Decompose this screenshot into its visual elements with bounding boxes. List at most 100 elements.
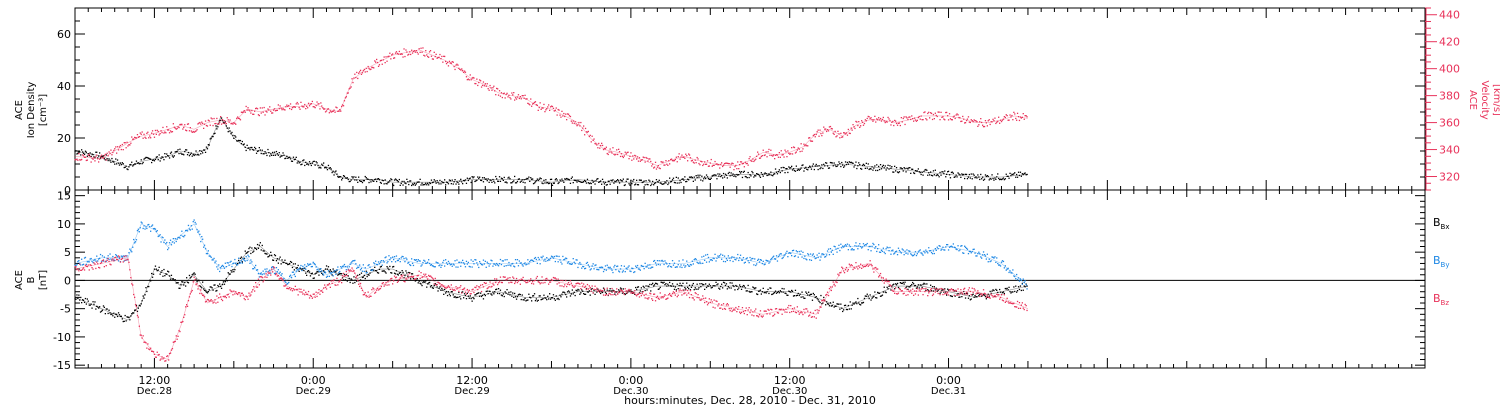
- bx-series-point: [87, 300, 89, 302]
- bx-series-point: [678, 284, 680, 287]
- bx-series-point: [1016, 291, 1018, 293]
- density-series-point: [767, 174, 769, 176]
- velocity-series-point: [656, 166, 659, 168]
- density-series-point: [131, 161, 133, 163]
- density-series-point: [823, 163, 825, 165]
- bx-series-point: [840, 303, 842, 305]
- bx-series-point: [416, 278, 418, 280]
- top-right-tick-label: 440: [1439, 9, 1460, 22]
- velocity-series-point: [305, 108, 307, 110]
- velocity-series-point: [412, 50, 415, 53]
- velocity-series-point: [285, 106, 287, 108]
- density-series-point: [410, 180, 412, 182]
- by-series-point: [902, 249, 904, 251]
- density-series-point: [790, 167, 792, 169]
- by-series-point: [296, 268, 298, 271]
- velocity-series-point: [653, 167, 655, 169]
- velocity-series-point: [854, 127, 856, 130]
- bx-series-point: [677, 288, 679, 290]
- by-series-point: [642, 265, 644, 268]
- velocity-series-point: [127, 145, 129, 147]
- by-series-point: [721, 258, 723, 260]
- velocity-series-point: [809, 137, 811, 139]
- density-series-point: [480, 179, 482, 181]
- velocity-series-point: [905, 116, 907, 118]
- velocity-series-point: [751, 160, 753, 162]
- velocity-series-point: [1010, 116, 1012, 118]
- bz-series-point: [275, 273, 278, 275]
- velocity-series-point: [540, 108, 542, 110]
- by-series-point: [449, 264, 451, 266]
- by-series-point: [688, 265, 690, 267]
- by-series-point: [734, 258, 736, 260]
- bx-series-point: [395, 270, 398, 272]
- by-series-point: [884, 252, 886, 255]
- bx-series-point: [499, 289, 502, 291]
- density-series-point: [868, 168, 870, 171]
- by-series-point: [88, 261, 90, 263]
- by-series-point: [380, 260, 382, 262]
- by-series-point: [871, 245, 873, 247]
- density-series-point: [332, 170, 334, 172]
- density-series-point: [736, 173, 738, 176]
- by-series-point: [99, 257, 101, 259]
- by-series-point: [465, 260, 468, 262]
- density-series-point: [388, 181, 390, 183]
- velocity-series-point: [447, 65, 450, 67]
- velocity-series-point: [455, 64, 457, 66]
- density-series-point: [740, 171, 743, 173]
- bx-series-point: [705, 283, 707, 285]
- density-series-point: [704, 176, 706, 178]
- density-series-point: [120, 164, 122, 166]
- density-series-point: [675, 176, 677, 178]
- density-series-point: [279, 156, 281, 158]
- by-series-point: [190, 225, 192, 227]
- density-series-point: [831, 162, 833, 164]
- by-series-point: [497, 265, 500, 267]
- velocity-series-point: [158, 134, 160, 136]
- bz-series-point: [79, 263, 81, 265]
- by-series-point: [596, 268, 598, 271]
- density-series-point: [82, 151, 84, 153]
- by-series-point: [811, 254, 814, 256]
- bx-series-point: [593, 289, 595, 291]
- bx-series-point: [728, 287, 730, 289]
- density-series-point: [405, 182, 407, 185]
- bx-series-point: [742, 284, 745, 287]
- density-series-point: [786, 168, 788, 170]
- velocity-series-point: [667, 164, 669, 166]
- velocity-series-point: [286, 104, 288, 106]
- velocity-series-point: [775, 154, 778, 156]
- bx-series-point: [815, 296, 817, 298]
- velocity-series-point: [622, 156, 624, 159]
- velocity-series-point: [709, 162, 711, 164]
- velocity-series-point: [764, 154, 766, 156]
- density-series-point: [294, 158, 296, 160]
- bx-series-point: [863, 297, 866, 300]
- bx-series-point: [483, 293, 485, 295]
- velocity-series-point: [826, 129, 829, 131]
- bx-series-point: [341, 277, 344, 279]
- bx-series-point: [697, 288, 699, 290]
- density-series-point: [646, 183, 648, 186]
- bx-series-point: [522, 299, 524, 301]
- by-series-point: [170, 244, 173, 246]
- by-series-point: [385, 256, 387, 258]
- bx-series-point: [266, 253, 268, 255]
- velocity-series-point: [362, 70, 364, 72]
- by-series-point: [264, 268, 266, 270]
- velocity-series-point: [691, 159, 693, 162]
- by-series-point: [496, 262, 498, 265]
- density-series-point: [499, 180, 502, 182]
- by-series-point: [778, 254, 780, 256]
- density-series-point: [953, 176, 955, 178]
- density-series-point: [82, 152, 85, 154]
- by-series-point: [1013, 275, 1015, 277]
- velocity-series-point: [77, 159, 79, 161]
- bx-series-point: [541, 298, 543, 300]
- bx-series-point: [826, 301, 828, 303]
- density-series-point: [652, 180, 654, 183]
- bx-series-point: [1017, 286, 1020, 288]
- velocity-series-point: [674, 158, 676, 161]
- density-series-point: [614, 180, 616, 182]
